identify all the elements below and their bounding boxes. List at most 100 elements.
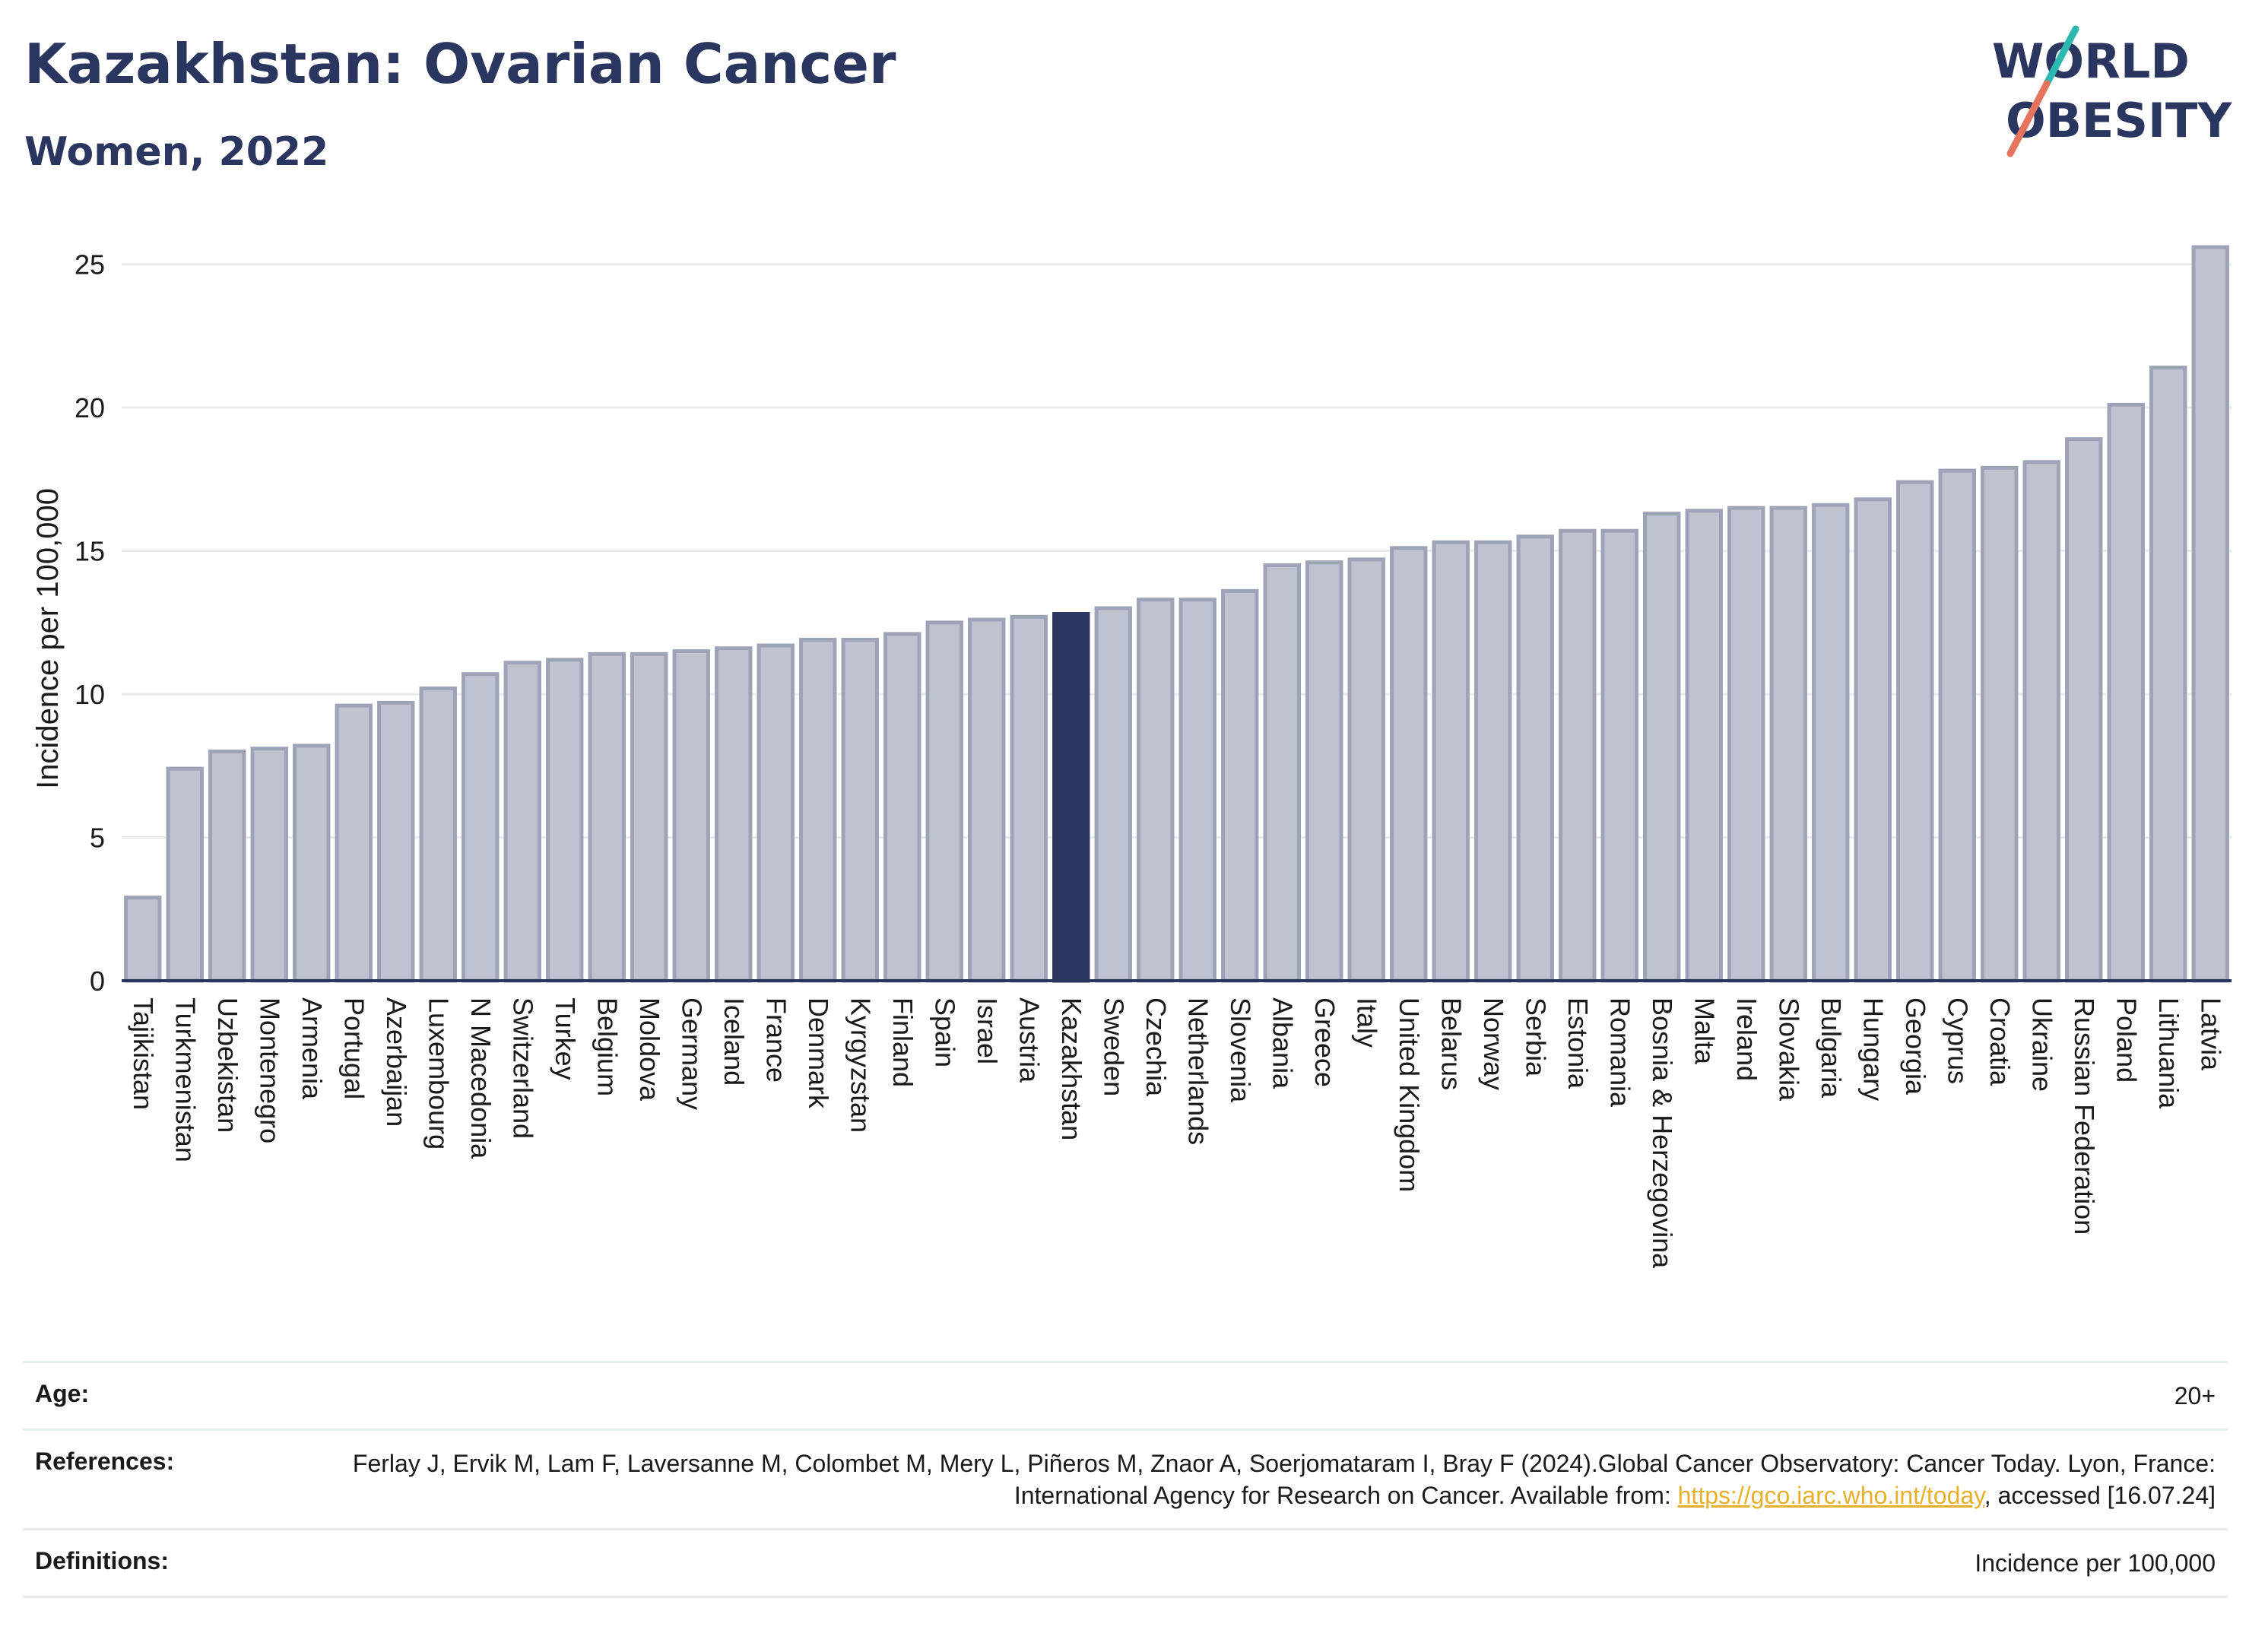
- bar-luxembourg[interactable]: [419, 686, 457, 983]
- x-tick-label: Slovenia: [1225, 997, 1256, 1103]
- x-tick-label: Slovakia: [1773, 997, 1804, 1102]
- bar-finland[interactable]: [883, 632, 921, 983]
- bar-russian-federation[interactable]: [2065, 437, 2103, 983]
- x-tick-label: Lithuania: [2153, 997, 2184, 1109]
- x-tick-label: Denmark: [803, 997, 834, 1109]
- bar-serbia[interactable]: [1516, 534, 1554, 983]
- logo-slash-bottom: [2006, 80, 2051, 157]
- x-tick-label: N Macedonia: [465, 997, 496, 1159]
- x-tick-label: Russian Federation: [2069, 997, 2100, 1235]
- bar-greece[interactable]: [1305, 560, 1343, 983]
- chart-footer: Age: 20+ References: Ferlay J, Ervik M, …: [23, 1361, 2228, 1598]
- bar-united-kingdom[interactable]: [1390, 546, 1428, 983]
- bar-albania[interactable]: [1263, 563, 1301, 983]
- references-value: Ferlay J, Ervik M, Lam F, Laversanne M, …: [315, 1447, 2216, 1511]
- x-tick-label: United Kingdom: [1394, 997, 1425, 1192]
- x-tick-label: Croatia: [1984, 997, 2016, 1086]
- x-tick-label: Turkmenistan: [170, 997, 201, 1162]
- bar-bosnia-herzegovina[interactable]: [1643, 512, 1681, 983]
- x-tick-label: Norway: [1478, 997, 1509, 1090]
- world-obesity-logo: WORLD OBESITY: [1992, 25, 2232, 157]
- bar-tajikistan[interactable]: [124, 896, 162, 983]
- bar-latvia[interactable]: [2191, 245, 2229, 983]
- footer-row-definitions: Definitions: Incidence per 100,000: [23, 1528, 2228, 1598]
- bar-romania[interactable]: [1600, 528, 1638, 983]
- x-axis-labels: Tajikistan Turkmenistan Uzbekistan Monteneg…: [128, 997, 2227, 1269]
- bar-montenegro[interactable]: [250, 747, 288, 983]
- bar-spain[interactable]: [925, 620, 963, 983]
- bar-belarus[interactable]: [1432, 540, 1470, 983]
- x-tick-label: Ireland: [1731, 997, 1762, 1081]
- x-tick-label: Bosnia & Herzegovina: [1647, 997, 1678, 1269]
- bar-kyrgyzstan[interactable]: [841, 637, 879, 983]
- x-tick-label: Moldova: [634, 997, 665, 1102]
- x-tick-label: Georgia: [1900, 997, 1931, 1096]
- x-tick-label: Belarus: [1435, 997, 1467, 1090]
- bar-bulgaria[interactable]: [1812, 503, 1850, 983]
- x-tick-label: Germany: [676, 997, 707, 1110]
- bar-czechia[interactable]: [1137, 598, 1175, 983]
- x-tick-label: Montenegro: [254, 997, 285, 1143]
- bar-denmark[interactable]: [799, 637, 837, 983]
- y-tick-label: 0: [90, 966, 105, 997]
- bar-azerbaijan[interactable]: [377, 700, 415, 983]
- y-axis-label: Incidence per 100,000: [31, 488, 65, 789]
- references-text-1: Ferlay J, Ervik M, Lam F, Laversanne M, …: [352, 1450, 2216, 1509]
- x-tick-label: Portugal: [338, 997, 370, 1099]
- x-tick-label: Kazakhstan: [1056, 997, 1087, 1140]
- bar-malta[interactable]: [1685, 509, 1723, 983]
- bar-iceland[interactable]: [715, 646, 753, 983]
- x-tick-label: Serbia: [1520, 997, 1551, 1077]
- bar-moldova[interactable]: [630, 652, 668, 983]
- logo-line-1: WORLD: [1992, 33, 2190, 89]
- y-tick-label: 10: [75, 679, 105, 710]
- bar-italy[interactable]: [1347, 557, 1385, 983]
- bar-chart: 0 5 10 15 20 25 Tajikistan Turkmenistan Uzbekis…: [31, 245, 2232, 1269]
- footer-row-references: References: Ferlay J, Ervik M, Lam F, La…: [23, 1428, 2228, 1528]
- bar-n-macedonia[interactable]: [462, 672, 500, 983]
- bar-hungary[interactable]: [1854, 497, 1892, 983]
- bar-georgia[interactable]: [1896, 480, 1934, 983]
- x-tick-label: Cyprus: [1942, 997, 1973, 1084]
- bar-sweden[interactable]: [1094, 606, 1132, 983]
- bar-ukraine[interactable]: [2022, 460, 2060, 983]
- bar-croatia[interactable]: [1981, 465, 2019, 983]
- bar-portugal[interactable]: [335, 703, 373, 983]
- bar-turkey[interactable]: [546, 658, 584, 983]
- bar-slovenia[interactable]: [1221, 588, 1259, 983]
- bar-belgium[interactable]: [588, 652, 626, 983]
- bar-netherlands[interactable]: [1178, 598, 1216, 983]
- x-tick-label: Kyrgyzstan: [845, 997, 876, 1133]
- chart-title: Kazakhstan: Ovarian Cancer: [24, 32, 896, 96]
- x-tick-label: Italy: [1351, 997, 1382, 1048]
- x-tick-label: Hungary: [1857, 997, 1889, 1101]
- bar-kazakhstan[interactable]: [1052, 612, 1090, 983]
- y-tick-label: 20: [75, 392, 105, 423]
- bar-norway[interactable]: [1474, 540, 1512, 983]
- bar-france[interactable]: [757, 643, 795, 983]
- bar-turkmenistan[interactable]: [166, 766, 204, 983]
- bar-ireland[interactable]: [1727, 506, 1765, 983]
- bar-poland[interactable]: [2107, 402, 2145, 983]
- bar-germany[interactable]: [672, 649, 710, 983]
- bar-slovakia[interactable]: [1769, 506, 1807, 983]
- x-tick-label: Romania: [1604, 997, 1635, 1108]
- x-tick-label: Ukraine: [2026, 997, 2057, 1092]
- bar-cyprus[interactable]: [1938, 468, 1976, 983]
- bar-israel[interactable]: [968, 617, 1006, 983]
- bar-estonia[interactable]: [1559, 528, 1597, 983]
- bar-armenia[interactable]: [293, 744, 331, 983]
- x-tick-label: Tajikistan: [128, 997, 159, 1110]
- x-tick-label: Sweden: [1098, 997, 1129, 1096]
- x-tick-label: Poland: [2111, 997, 2142, 1083]
- bar-lithuania[interactable]: [2149, 365, 2187, 983]
- x-tick-label: Uzbekistan: [212, 997, 243, 1133]
- x-tick-label: Malta: [1689, 997, 1720, 1065]
- bar-uzbekistan[interactable]: [208, 749, 246, 983]
- references-link[interactable]: https://gco.iarc.who.int/today: [1677, 1482, 1984, 1509]
- bar-austria[interactable]: [1010, 614, 1048, 983]
- bar-switzerland[interactable]: [503, 661, 541, 983]
- bars: [124, 245, 2229, 983]
- x-tick-label: Czechia: [1140, 997, 1172, 1097]
- x-tick-label: Israel: [972, 997, 1003, 1064]
